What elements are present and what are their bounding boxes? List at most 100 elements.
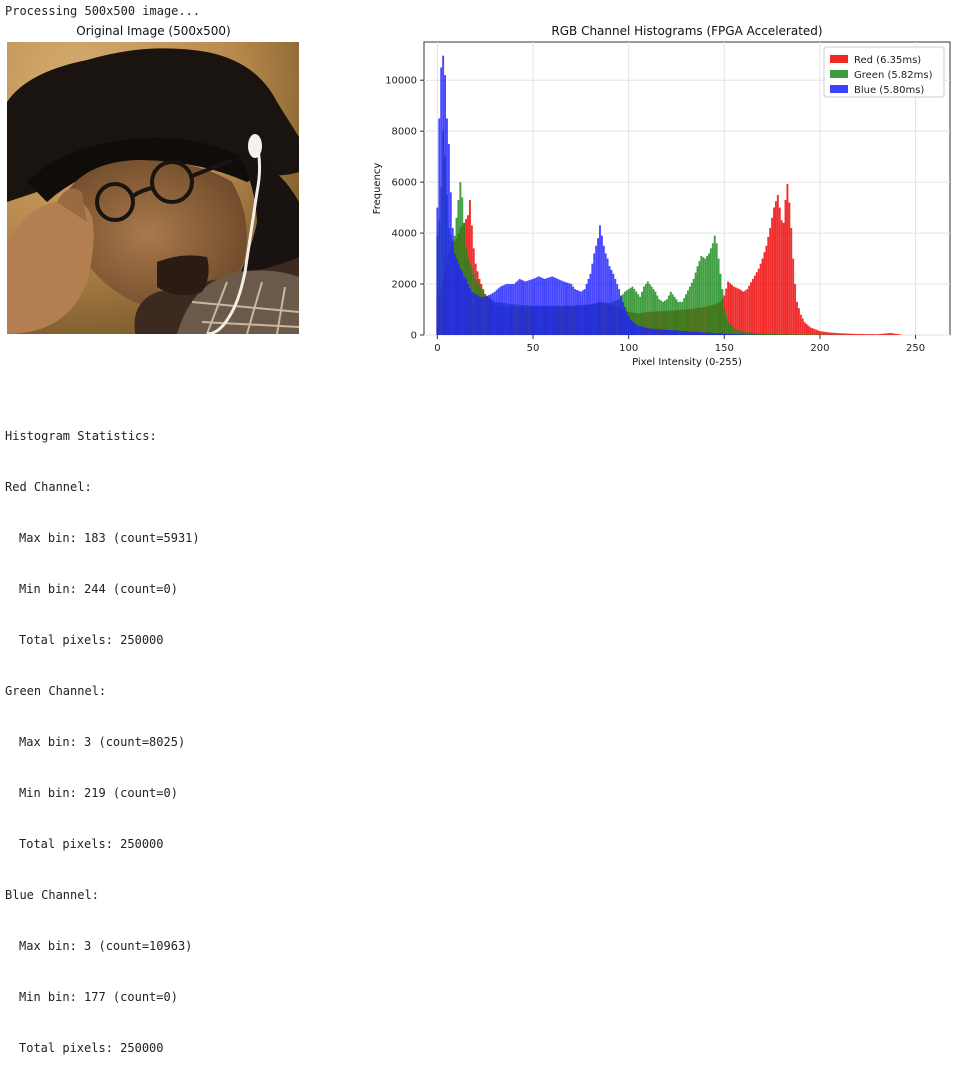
histogram-bar	[792, 334, 794, 335]
histogram-bar	[874, 334, 876, 335]
histogram-bar	[697, 332, 699, 335]
histogram-bar	[718, 333, 720, 335]
histogram-bar	[710, 333, 712, 335]
y-tick-label: 10000	[385, 76, 417, 87]
histogram-bar	[630, 320, 632, 335]
histogram-bar	[473, 293, 475, 335]
histogram-bar	[456, 259, 458, 335]
legend-swatch	[830, 55, 848, 63]
histogram-bar	[756, 272, 758, 335]
histogram-bar	[440, 67, 442, 335]
x-tick-label: 150	[715, 343, 734, 354]
histogram-bar	[798, 334, 800, 335]
histogram-bar	[850, 334, 852, 335]
histogram-bar	[876, 334, 878, 335]
histogram-bar	[593, 253, 595, 335]
histogram-bar	[863, 334, 865, 335]
histogram-bar	[760, 264, 762, 335]
x-axis-label: Pixel Intensity (0-255)	[632, 357, 742, 368]
histogram-bar	[712, 243, 714, 335]
histogram-bar	[851, 334, 853, 335]
histogram-bar	[846, 334, 848, 335]
histogram-bar	[756, 333, 758, 335]
histogram-bar	[710, 248, 712, 335]
histogram-bar	[605, 253, 607, 335]
histogram-bar	[641, 327, 643, 335]
green-max-bin: Max bin: 3 (count=8025)	[5, 734, 200, 751]
histogram-bar	[557, 279, 559, 335]
histogram-bar	[723, 334, 725, 335]
histogram-bar	[723, 310, 725, 335]
histogram-bar	[496, 290, 498, 335]
histogram-bar	[677, 302, 679, 335]
histogram-bar	[452, 228, 454, 335]
green-channel-label: Green Channel:	[5, 683, 200, 700]
histogram-bar	[488, 295, 490, 335]
histogram-bar	[733, 329, 735, 335]
histogram-bar	[769, 228, 771, 335]
histogram-bar	[632, 321, 634, 335]
histogram-bar	[714, 333, 716, 335]
histogram-bar	[783, 334, 785, 335]
histogram-bar	[446, 118, 448, 335]
histogram-bar	[750, 333, 752, 335]
y-tick-label: 2000	[392, 280, 417, 291]
histogram-bar	[806, 324, 808, 335]
histogram-bar	[744, 290, 746, 335]
histogram-bar	[603, 246, 605, 335]
histogram-bar	[450, 192, 452, 335]
histogram-bar	[765, 334, 767, 335]
histogram-bar	[781, 220, 783, 335]
histogram-bar	[769, 334, 771, 335]
y-tick-label: 8000	[392, 127, 417, 138]
histogram-bar	[674, 330, 676, 335]
histogram-bar	[551, 276, 553, 335]
histogram-bar	[882, 334, 884, 335]
histogram-bar	[760, 333, 762, 335]
histogram-bar	[547, 278, 549, 335]
histogram-bar	[825, 332, 827, 335]
histogram-bar	[612, 274, 614, 335]
histogram-bar	[461, 271, 463, 335]
histogram-bar	[591, 264, 593, 335]
histogram-bar	[482, 297, 484, 335]
histogram-bar	[693, 279, 695, 335]
histogram-bar	[534, 278, 536, 335]
histogram-bar	[727, 322, 729, 335]
histogram-bar	[457, 264, 459, 335]
histogram-bar	[674, 297, 676, 335]
histogram-bar	[758, 333, 760, 335]
histogram-bar	[645, 284, 647, 335]
histogram-bar	[737, 288, 739, 335]
histogram-bar	[649, 328, 651, 335]
histogram-bar	[785, 200, 787, 335]
histogram-bar	[775, 334, 777, 335]
histogram-bar	[886, 333, 888, 335]
histogram-bar	[731, 327, 733, 335]
histogram-bar	[689, 287, 691, 335]
red-total-pixels: Total pixels: 250000	[5, 632, 200, 649]
histogram-bar	[463, 276, 465, 335]
histogram-bar	[549, 277, 551, 335]
histogram-bar	[586, 284, 588, 335]
histogram-bar	[509, 284, 511, 335]
histogram-bar	[653, 289, 655, 335]
histogram-bar	[559, 280, 561, 335]
histogram-bar	[819, 331, 821, 335]
histogram-bar	[677, 331, 679, 335]
x-tick-label: 0	[434, 343, 440, 354]
histogram-bar	[783, 223, 785, 335]
histogram-bar	[492, 293, 494, 335]
histogram-bar	[762, 259, 764, 335]
histogram-bar	[679, 302, 681, 335]
histogram-bar	[507, 284, 509, 335]
blue-min-bin: Min bin: 177 (count=0)	[5, 989, 200, 1006]
histogram-bar	[727, 334, 729, 335]
histogram-bar	[616, 284, 618, 335]
histogram-bar	[729, 324, 731, 335]
histogram-bar	[704, 332, 706, 335]
histogram-bar	[718, 259, 720, 335]
histogram-bar	[737, 330, 739, 335]
histogram-bar	[595, 246, 597, 335]
histogram-bar	[739, 334, 741, 335]
